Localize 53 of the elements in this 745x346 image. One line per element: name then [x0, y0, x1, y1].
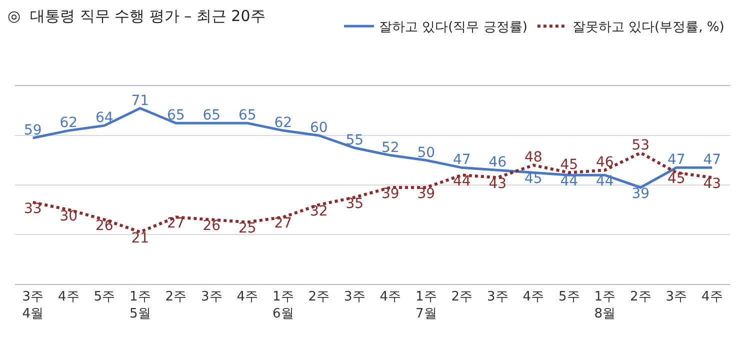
x-tick-label: 4주 [236, 290, 258, 305]
data-label: 45 [560, 157, 578, 174]
data-label: 46 [596, 154, 614, 171]
x-tick-label: 3주 [486, 290, 508, 305]
data-label: 47 [667, 152, 686, 168]
x-tick-label: 2주 [451, 290, 473, 305]
data-label: 71 [131, 92, 150, 109]
data-label: 43 [703, 176, 722, 192]
x-tick-label: 3주 [200, 290, 222, 305]
data-label: 35 [346, 196, 364, 212]
data-label: 43 [488, 176, 507, 192]
x-tick-label: 2주 [165, 290, 187, 305]
x-tick-label: 2주 [630, 290, 652, 305]
x-tick-label: 4주 [701, 290, 723, 305]
x-tick-label: 5주 [558, 290, 580, 305]
data-label: 62 [60, 115, 78, 132]
data-label: 45 [667, 171, 686, 188]
x-tick-label: 1주 8월 [594, 290, 616, 322]
data-label: 53 [632, 137, 650, 154]
x-tick-label: 3주 [344, 290, 366, 305]
x-tick-label: 1주 7월 [415, 290, 437, 322]
data-label: 50 [417, 144, 436, 161]
data-label: 64 [95, 110, 114, 126]
legend-label: 잘못하고 있다(부정률, %) [572, 20, 724, 36]
x-tick-label: 3주 [666, 290, 688, 305]
data-label: 65 [202, 108, 221, 124]
legend-label: 잘하고 있다(직무 긍정률) [379, 20, 528, 36]
x-tick-label: 1주 5월 [129, 290, 151, 322]
data-label: 46 [488, 154, 507, 171]
x-tick-label: 4주 [380, 290, 402, 305]
data-label: 26 [95, 218, 114, 234]
data-label: 32 [310, 203, 328, 220]
data-label: 47 [703, 152, 722, 168]
x-tick-label: 2주 [308, 290, 330, 305]
x-tick-label: 4주 [58, 290, 80, 305]
data-label: 39 [417, 186, 436, 202]
data-label: 47 [452, 152, 471, 168]
x-tick-label: 3주 4월 [22, 290, 44, 322]
data-label: 44 [560, 174, 578, 190]
data-label: 65 [238, 108, 256, 124]
data-label: 55 [346, 132, 364, 148]
data-label: 48 [524, 150, 542, 166]
data-label: 60 [310, 120, 328, 136]
x-tick-label: 4주 [522, 290, 544, 305]
x-tick-label: 1주 6월 [272, 290, 294, 322]
x-tick-label: 5주 [94, 290, 116, 305]
data-label: 59 [24, 122, 42, 138]
data-label: 52 [381, 140, 400, 156]
data-label: 65 [166, 108, 185, 124]
data-label: 21 [131, 230, 150, 247]
data-label: 62 [274, 115, 292, 132]
chart-title: ◎ 대통령 직무 수행 평가 – 최근 20주 [7, 6, 266, 25]
data-label: 39 [632, 186, 650, 202]
